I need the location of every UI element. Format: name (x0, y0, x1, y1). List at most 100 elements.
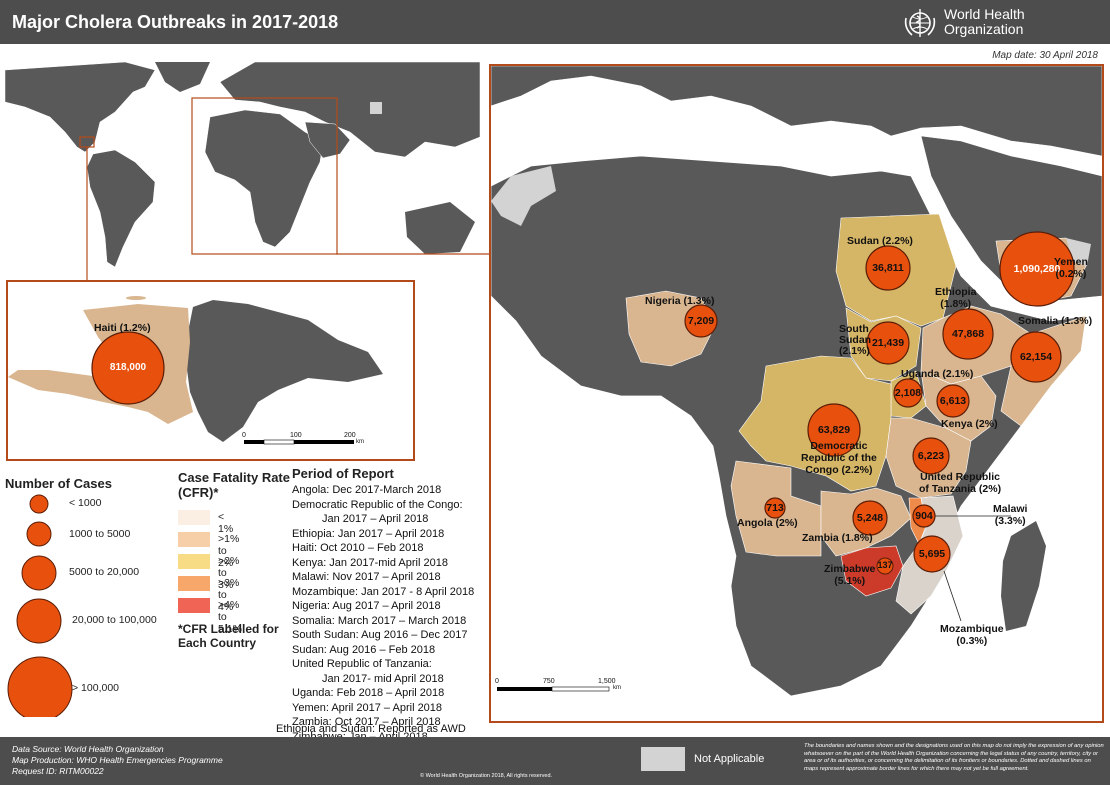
legend-cfr-note: *CFR Labelled for Each Country (178, 622, 279, 650)
world-overview-map (4, 61, 481, 274)
drc-bubble (807, 403, 861, 457)
africa-scale-unit: km (613, 685, 621, 691)
haiti-bubble (91, 331, 165, 405)
south-america-landmass (86, 149, 156, 268)
not-applicable-label: Not Applicable (694, 753, 765, 765)
ethiopia-label-line1: Ethiopia (935, 286, 977, 298)
legend-cases-item-5: > 100,000 (72, 682, 120, 694)
yemen-label-line2: (0.2%) (1055, 268, 1087, 280)
zimbabwe-label-line1: Zimbabwe (824, 563, 876, 575)
angola-value: 713 (766, 502, 784, 514)
period-row: Jan 2017 – April 2018 (322, 513, 429, 525)
legend-cfr-note-line1: *CFR Labelled for (178, 622, 279, 636)
mozambique-bubble (913, 535, 951, 573)
haiti-value: 818,000 (109, 362, 147, 373)
drc-value: 63,829 (817, 424, 851, 436)
greenland-landmass (155, 62, 210, 92)
kenya-label: Kenya (2%) (941, 418, 998, 430)
tanzania-label: United Republic of Tanzania (2%) (919, 471, 1001, 495)
case-bubbles (684, 231, 1075, 622)
africa-locator-box (191, 97, 338, 255)
africa-overview-landmass (204, 109, 324, 248)
period-row: Sudan: Aug 2016 – Feb 2018 (292, 643, 436, 656)
uganda-value: 2,108 (894, 387, 922, 399)
nigeria-value: 7,209 (687, 315, 715, 327)
malawi-value: 904 (915, 510, 933, 522)
footer-disclaimer: The boundaries and names shown and the d… (804, 743, 1104, 772)
map-date: Map date: 30 April 2018 (992, 50, 1098, 61)
period-row: Jan 2017- mid April 2018 (322, 672, 444, 685)
sudan-value: 36,811 (872, 262, 904, 274)
zambia-label: Zambia (1.8%) (802, 532, 873, 544)
legend-cfr-title-line1: Case Fatality Rate (178, 470, 290, 485)
somalia-label: Somalia (1.3%) (1018, 315, 1093, 327)
dominican-republic-shape (186, 300, 383, 442)
period-row: Haiti: Oct 2010 – Feb 2018 (292, 542, 424, 554)
period-row: Somalia: March 2017 – March 2018 (292, 614, 467, 627)
tanzania-label-line1: United Republic (920, 471, 1000, 483)
legend-circle-20000-100000 (16, 598, 62, 644)
mozambique-label-line1: Mozambique (940, 623, 1004, 635)
legend-cases-item-4: 20,000 to 100,000 (72, 614, 157, 626)
who-name-line1: World Health (944, 6, 1025, 22)
legend-cfr-text-5: >4% to 5.1% (218, 599, 242, 635)
legend-cases-item-2: 1000 to 5000 (69, 528, 131, 540)
legend-cases-circles (7, 494, 73, 717)
drc-label-line2: Republic of the (801, 452, 877, 464)
kenya-value: 6,613 (939, 395, 967, 407)
legend-cfr-swatch-4 (178, 576, 210, 591)
zambia-bubble (852, 500, 888, 536)
footer-map-production: Map Production: WHO Health Emergencies P… (12, 755, 223, 765)
tanzania-label-line2: of Tanzania (2%) (919, 483, 1002, 495)
north-america-landmass (4, 61, 156, 153)
haiti-scale-unit: km (356, 439, 364, 445)
legend-number-of-cases: Number of Cases < 1000 1000 to 5000 5000… (5, 476, 175, 717)
header-bar: Major Cholera Outbreaks in 2017-2018 Wor… (0, 0, 1110, 44)
who-name: World Health Organization (944, 7, 1025, 37)
africa-scale-bar (497, 686, 610, 692)
drc-label-line3: Congo (2.2%) (805, 464, 873, 476)
period-row: Kenya: Jan 2017-mid April 2018 (292, 556, 448, 569)
ethiopia-value: 47,868 (951, 328, 985, 340)
yemen-label-line1: Yemen (1054, 256, 1088, 268)
nigeria-label: Nigeria (1.3%) (645, 295, 715, 307)
south-sudan-label-line1: South (839, 323, 869, 335)
haiti-scale-100: 100 (290, 432, 302, 439)
kenya-bubble (936, 384, 970, 418)
south-sudan-label: South Sudan (2.1%) (839, 324, 871, 357)
ethiopia-label: Ethiopia (1.8%) (935, 286, 976, 310)
legend-cfr-text-1: < 1% (218, 511, 234, 535)
yemen-bubble (999, 231, 1075, 307)
legend-cases-title: Number of Cases (5, 476, 112, 491)
mozambique-value: 5,695 (918, 548, 946, 560)
legend-cases-item-3: 5000 to 20,000 (69, 566, 140, 578)
mozambique-label: Mozambique (0.3%) (940, 623, 1004, 647)
south-sudan-bubble (866, 321, 910, 365)
legend-circle-5000-20000 (21, 555, 57, 591)
legend-cfr-swatch-2 (178, 532, 210, 547)
ethiopia-label-line2: (1.8%) (940, 298, 972, 310)
mozambique-leader (943, 570, 962, 622)
period-row: Malawi: Nov 2017 – April 2018 (292, 571, 441, 583)
africa-scale-1500: 1,500 (598, 678, 616, 685)
period-row: Democratic Republic of the Congo: (292, 498, 463, 511)
western-sahara-not-applicable (491, 166, 556, 226)
haiti-scale-bar (244, 439, 354, 445)
legend-circle-gt100000 (7, 656, 73, 717)
uganda-label: Uganda (2.1%) (901, 368, 974, 380)
yemen-value: 1,090,280 (1013, 263, 1061, 275)
malawi-label: Malawi (3.3%) (993, 503, 1027, 527)
legend-cfr-text-4: >3% to 4% (218, 577, 240, 613)
uganda-bubble (893, 378, 923, 408)
period-row: United Republic of Tanzania: (292, 658, 432, 670)
period-row: Nigeria: Aug 2017 – April 2018 (292, 600, 441, 612)
haiti-inset-map: Haiti (1.2%) 818,000 0 100 200 km (6, 280, 415, 461)
legend-circle-lt1000 (29, 494, 49, 514)
mozambique-label-line2: (0.3%) (956, 635, 988, 647)
not-applicable-swatch (641, 747, 685, 771)
who-emblem-icon (904, 9, 936, 37)
south-sudan-label-line3: (2.1%) (839, 345, 870, 357)
period-row: Yemen: April 2017 – April 2018 (292, 701, 443, 714)
footer-request-id: Request ID: RITM00022 (12, 766, 104, 776)
footer-bar: Data Source: World Health Organization M… (0, 737, 1110, 785)
